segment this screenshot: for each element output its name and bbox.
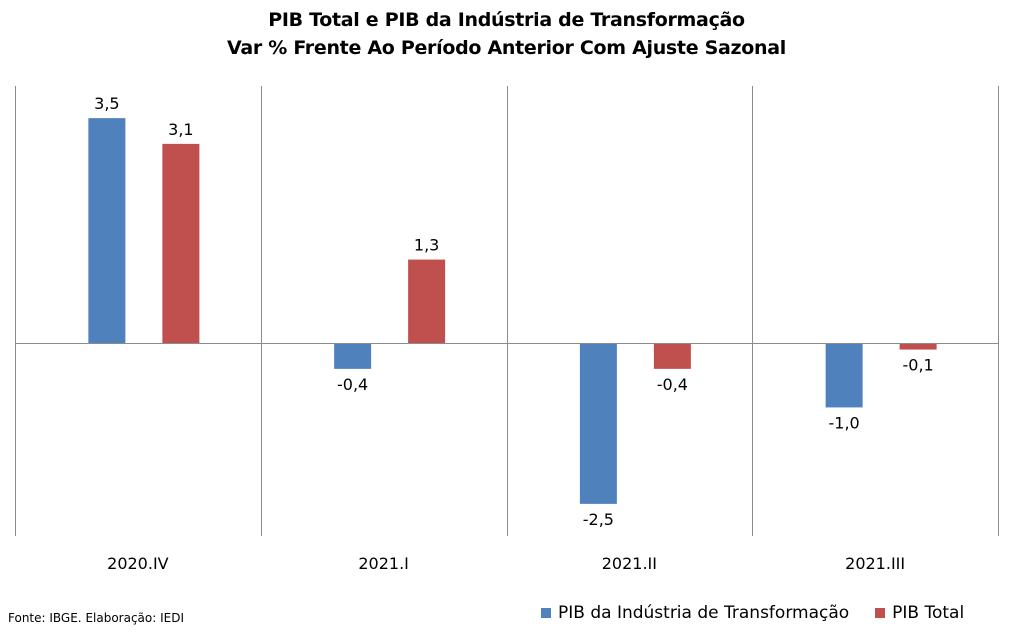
bar [88,118,126,344]
data-label: 3,1 [168,120,193,139]
bar [653,343,691,369]
legend-label-industria: PIB da Indústria de Transformação [558,603,850,623]
legend-item-industria: PIB da Indústria de Transformação [541,603,849,623]
chart-title: PIB Total e PIB da Indústria de Transfor… [0,6,1013,62]
x-tick-label: 2021.III [845,554,905,573]
data-label: 1,3 [414,236,439,255]
bar [162,143,200,344]
bar [579,343,617,504]
bar [899,343,937,350]
data-label: -0,1 [903,356,934,375]
bar [825,343,863,408]
legend: PIB da Indústria de Transformação PIB To… [541,603,964,623]
data-label: -0,4 [337,375,368,394]
data-label: 3,5 [94,94,119,113]
x-tick-label: 2020.IV [107,554,169,573]
data-label: -0,4 [657,375,688,394]
legend-swatch-industria [541,608,551,618]
legend-swatch-pib-total [875,608,886,618]
x-tick-label: 2021.I [358,554,409,573]
legend-label-pib-total: PIB Total [892,603,965,623]
data-label: -1,0 [829,413,860,432]
bar [334,343,372,369]
legend-item-pib-total: PIB Total [875,603,964,623]
x-tick-label: 2021.II [602,554,657,573]
bar [408,259,446,344]
source-note: Fonte: IBGE. Elaboração: IEDI [8,611,185,625]
chart-title-line-2: Var % Frente Ao Período Anterior Com Aju… [227,37,786,59]
chart-title-line-1: PIB Total e PIB da Indústria de Transfor… [268,9,745,31]
data-label: -2,5 [583,510,614,529]
